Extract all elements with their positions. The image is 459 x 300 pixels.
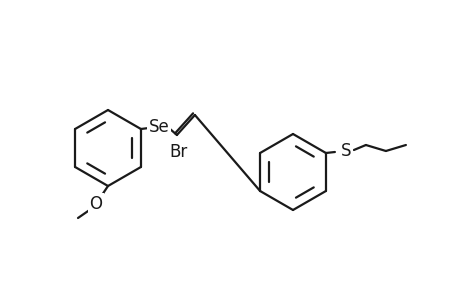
Text: O: O [90, 195, 102, 213]
Text: S: S [340, 142, 350, 160]
Text: Se: Se [148, 118, 169, 136]
Text: Br: Br [169, 143, 188, 161]
